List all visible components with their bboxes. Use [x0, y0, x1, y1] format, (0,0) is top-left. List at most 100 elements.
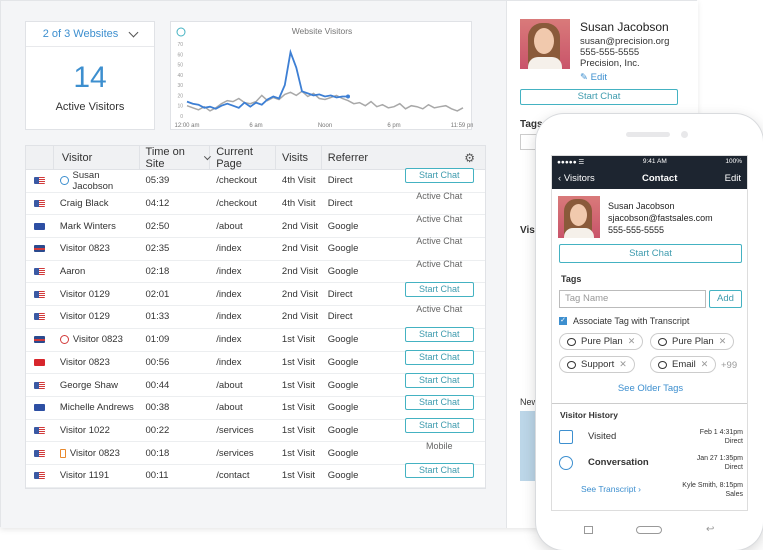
- visits-column-header[interactable]: Visits: [276, 145, 322, 170]
- visitor-cell[interactable]: Visitor 1022: [54, 425, 140, 436]
- table-row[interactable]: Susan Jacobson 05:39/checkout 4th Visit Dir…: [26, 168, 485, 193]
- visitor-cell[interactable]: Mark Winters: [54, 221, 140, 232]
- time-cell: 04:12: [145, 198, 170, 210]
- visitor-cell[interactable]: Visitor 0823: [54, 334, 140, 345]
- phone-camera: [681, 131, 688, 138]
- remove-tag-icon[interactable]: ✕: [619, 359, 627, 369]
- visitor-cell[interactable]: Visitor 1191: [54, 470, 140, 481]
- tag-icon: [567, 360, 576, 369]
- website-visitors-chart: Website Visitors 0 10 20 30 40 50 60 70 12:00 am 6…: [170, 21, 473, 130]
- remove-tag-icon[interactable]: ✕: [627, 336, 636, 346]
- table-row[interactable]: Visitor 1022 00:22/services 1st Visit Googl…: [26, 417, 485, 443]
- visitor-column-header[interactable]: Visitor: [54, 145, 140, 170]
- country-flag-icon: [34, 313, 46, 321]
- back-button[interactable]: ‹ Visitors: [558, 172, 595, 184]
- avatar-face: [534, 28, 554, 54]
- table-row[interactable]: Visitor 0823 00:18/services 1st Visit Googl…: [26, 441, 485, 465]
- time-column-header[interactable]: Time on Site: [140, 145, 211, 170]
- table-row[interactable]: Visitor 0823 02:35/index 2nd Visit Google Ac…: [26, 236, 485, 261]
- visitor-cell[interactable]: Visitor 0823: [54, 448, 140, 459]
- table-header: Visitor Time on Site Current Page Visits…: [26, 145, 485, 170]
- visits-cell: 1st Visit: [281, 379, 316, 391]
- referrer-value: Google: [327, 220, 359, 232]
- visitor-cell[interactable]: Visitor 0129: [54, 311, 140, 322]
- time-cell: 02:35: [145, 243, 170, 255]
- history-item[interactable]: Visited Feb 1 4:31pm Direct: [552, 426, 747, 452]
- table-row[interactable]: Visitor 0823 00:56/index 1st Visit Google St…: [26, 349, 485, 375]
- start-chat-button[interactable]: Start Chat: [404, 349, 474, 365]
- remove-tag-icon[interactable]: ✕: [700, 359, 709, 369]
- visits-cell: 2nd Visit: [281, 266, 319, 278]
- visitor-cell[interactable]: Visitor 0823: [54, 357, 140, 368]
- phone-nav-bar: ‹ Visitors Contact Edit: [552, 167, 747, 189]
- gear-icon[interactable]: ⚙: [464, 150, 475, 165]
- country-flag-icon: [34, 290, 46, 298]
- visitor-cell[interactable]: Visitor 0129: [54, 289, 140, 300]
- more-tags-count[interactable]: +99: [721, 360, 738, 371]
- website-selector[interactable]: 2 of 3 Websites: [26, 22, 154, 47]
- tag-name-input[interactable]: Tag Name: [559, 290, 706, 308]
- start-chat-button[interactable]: Start Chat: [559, 244, 742, 263]
- start-chat-button[interactable]: Start Chat: [404, 372, 474, 388]
- see-transcript-link[interactable]: See Transcript ›: [581, 484, 642, 494]
- visitor-cell[interactable]: Susan Jacobson: [54, 170, 140, 192]
- table-row[interactable]: George Shaw 00:44/about 1st Visit Google Sta…: [26, 372, 485, 397]
- referrer-value: Direct: [327, 198, 353, 210]
- start-chat-button[interactable]: Start Chat: [520, 89, 678, 105]
- visits-cell: 2nd Visit: [281, 243, 319, 255]
- history-item[interactable]: See Transcript › Kyle Smith, 8:15pm Sales: [552, 479, 747, 505]
- edit-profile-link[interactable]: ✎ Edit: [580, 72, 607, 83]
- table-row[interactable]: Craig Black 04:12/checkout 4th Visit Direct…: [26, 191, 485, 216]
- page-column-header[interactable]: Current Page: [210, 145, 276, 170]
- flag-cell: [26, 313, 54, 321]
- referrer-column-label: Referrer: [327, 151, 369, 164]
- tag-chip[interactable]: Pure Plan ✕: [559, 333, 644, 350]
- table-row[interactable]: Visitor 0823 01:09/index 1st Visit Google St…: [26, 327, 485, 352]
- visits-cell: 1st Visit: [281, 447, 316, 459]
- start-chat-button[interactable]: Start Chat: [404, 281, 474, 297]
- contact-name: Susan Jacobson: [608, 201, 675, 211]
- table-row[interactable]: Visitor 0129 01:33/index 2nd Visit Direct Ac…: [26, 304, 485, 329]
- time-cell: 02:01: [145, 288, 170, 300]
- tag-chip[interactable]: Email ✕: [650, 356, 717, 373]
- help-icon[interactable]: [176, 27, 186, 37]
- see-older-tags-link[interactable]: See Older Tags: [617, 383, 684, 394]
- remove-tag-icon[interactable]: ✕: [718, 336, 727, 346]
- tag-chip[interactable]: Pure Plan ✕: [650, 333, 735, 350]
- table-row[interactable]: Visitor 0129 02:01/index 2nd Visit Direct St…: [26, 281, 485, 307]
- associate-tag-checkbox[interactable]: ✓ Associate Tag with Transcript: [559, 316, 689, 326]
- visits-cell: 2nd Visit: [281, 220, 319, 232]
- visitor-cell[interactable]: George Shaw: [54, 380, 140, 391]
- visitor-cell[interactable]: Craig Black: [54, 198, 140, 209]
- flag-cell: [26, 404, 54, 412]
- visitor-cell[interactable]: Visitor 0823: [54, 243, 140, 254]
- y-tick-label: 20: [177, 93, 183, 99]
- recent-apps-icon[interactable]: [584, 526, 593, 534]
- start-chat-button[interactable]: Start Chat: [404, 417, 474, 433]
- referrer-column-header[interactable]: Referrer ⚙: [322, 146, 485, 170]
- start-chat-button[interactable]: Start Chat: [404, 168, 474, 184]
- history-item[interactable]: Conversation Jan 27 1:35pm Direct: [552, 452, 747, 478]
- visitor-cell[interactable]: Michelle Andrews: [54, 402, 140, 413]
- chevron-down-icon: [128, 27, 139, 37]
- start-chat-button[interactable]: Start Chat: [404, 327, 474, 343]
- table-row[interactable]: Aaron 02:18/index 2nd Visit Google Active Ch…: [26, 259, 485, 284]
- table-row[interactable]: Visitor 1191 00:11/contact 1st Visit Google…: [26, 463, 485, 488]
- table-row[interactable]: Michelle Andrews 00:38/about 1st Visit Goog…: [26, 395, 485, 420]
- profile-phone: 555-555-5555: [580, 47, 640, 58]
- back-icon[interactable]: ↩: [706, 524, 715, 535]
- start-chat-button[interactable]: Start Chat: [404, 395, 474, 411]
- visitor-cell[interactable]: Aaron: [54, 266, 140, 277]
- referrer-value: Google: [327, 424, 359, 436]
- edit-button[interactable]: Edit: [724, 172, 741, 184]
- home-button[interactable]: [636, 526, 662, 534]
- referrer-value: Google: [327, 356, 359, 368]
- add-tag-button[interactable]: Add: [709, 290, 742, 308]
- start-chat-button[interactable]: Start Chat: [404, 463, 474, 479]
- referrer-value: Direct: [327, 311, 353, 323]
- flag-cell: [26, 222, 54, 230]
- visitor-name: Visitor 0823: [59, 243, 110, 255]
- chart-title: Website Visitors: [292, 26, 353, 36]
- tag-chip[interactable]: Support ✕: [559, 356, 635, 373]
- table-row[interactable]: Mark Winters 02:50/about 2nd Visit Google Ac…: [26, 214, 485, 239]
